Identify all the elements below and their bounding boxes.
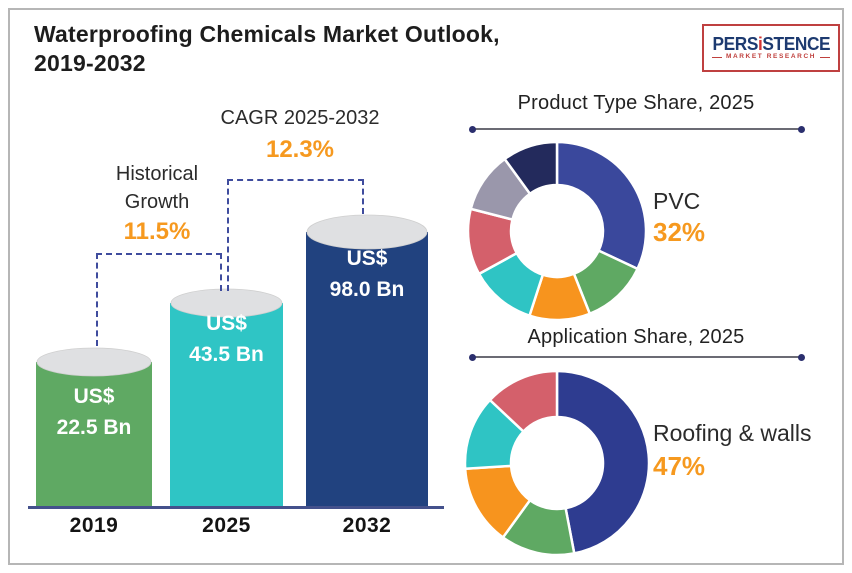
- cagr-bracket-top: [227, 179, 364, 181]
- tagline-right-line: [820, 57, 831, 58]
- divider-dot: [469, 354, 476, 361]
- tagline-text: MARKET RESEARCH: [725, 53, 817, 61]
- tagline-left-line: [711, 57, 722, 58]
- historical-bracket-left-leg: [96, 253, 98, 346]
- bar-2025-body: [170, 303, 283, 508]
- x-axis-label-2019: 2019: [69, 514, 119, 537]
- application-divider: [469, 354, 805, 361]
- divider-dot: [798, 126, 805, 133]
- bar-chart-baseline: [28, 506, 444, 509]
- bar-2032-value-label: US$ 98.0 Bn: [329, 247, 405, 301]
- product-type-highlight-label: PVC: [653, 188, 701, 214]
- page-title: Waterproofing Chemicals Market Outlook, …: [34, 20, 594, 79]
- bar-2019-top-ellipse: [36, 347, 152, 377]
- application-title: Application Share, 2025: [527, 326, 745, 348]
- application-highlight-label: Roofing & walls: [653, 420, 812, 446]
- page-title-line2: 2019-2032: [34, 50, 146, 77]
- application-highlight-pct: 47%: [653, 451, 706, 481]
- logo-tagline: MARKET RESEARCH: [711, 53, 831, 61]
- cagr-value: 12.3%: [265, 136, 335, 163]
- x-axis-label-2025: 2025: [202, 514, 251, 537]
- historical-bracket-right-leg: [220, 253, 222, 291]
- bar-2032-top-ellipse: [306, 214, 428, 250]
- logo-brand-text: PERSiSTENCE: [712, 34, 830, 55]
- bar-2019-value-label: US$ 22.5 Bn: [56, 385, 132, 439]
- historical-growth-label: Historical Growth: [115, 163, 199, 213]
- cagr-bracket-left-leg: [227, 179, 229, 291]
- bar-2025-value-label: US$ 43.5 Bn: [189, 312, 264, 366]
- product-type-title: Product Type Share, 2025: [517, 92, 755, 114]
- cagr-bracket-right-leg: [362, 179, 364, 214]
- application-donut-slice-4: [488, 369, 559, 433]
- product-type-donut-slice-6: [503, 140, 559, 196]
- divider-dot: [469, 126, 476, 133]
- divider-dot: [798, 354, 805, 361]
- persistence-logo: PERSiSTENCE MARKET RESEARCH: [702, 24, 840, 72]
- product-type-donut-slice-0: [555, 140, 648, 271]
- bar-2025-top-ellipse: [170, 288, 283, 318]
- bar-2019-body: [36, 362, 152, 508]
- product-type-divider: [469, 126, 805, 133]
- application-donut-slice-0: [555, 369, 651, 555]
- x-axis-label-2032: 2032: [342, 514, 392, 537]
- logo-red-i: i: [757, 34, 763, 55]
- historical-bracket-top: [96, 253, 222, 255]
- cagr-label: CAGR 2025-2032: [220, 107, 380, 129]
- page-title-line1: Waterproofing Chemicals Market Outlook,: [34, 21, 500, 47]
- product-type-highlight-pct: 32%: [653, 217, 706, 247]
- bar-2032-body: [306, 232, 428, 508]
- historical-growth-value: 11.5%: [123, 218, 191, 245]
